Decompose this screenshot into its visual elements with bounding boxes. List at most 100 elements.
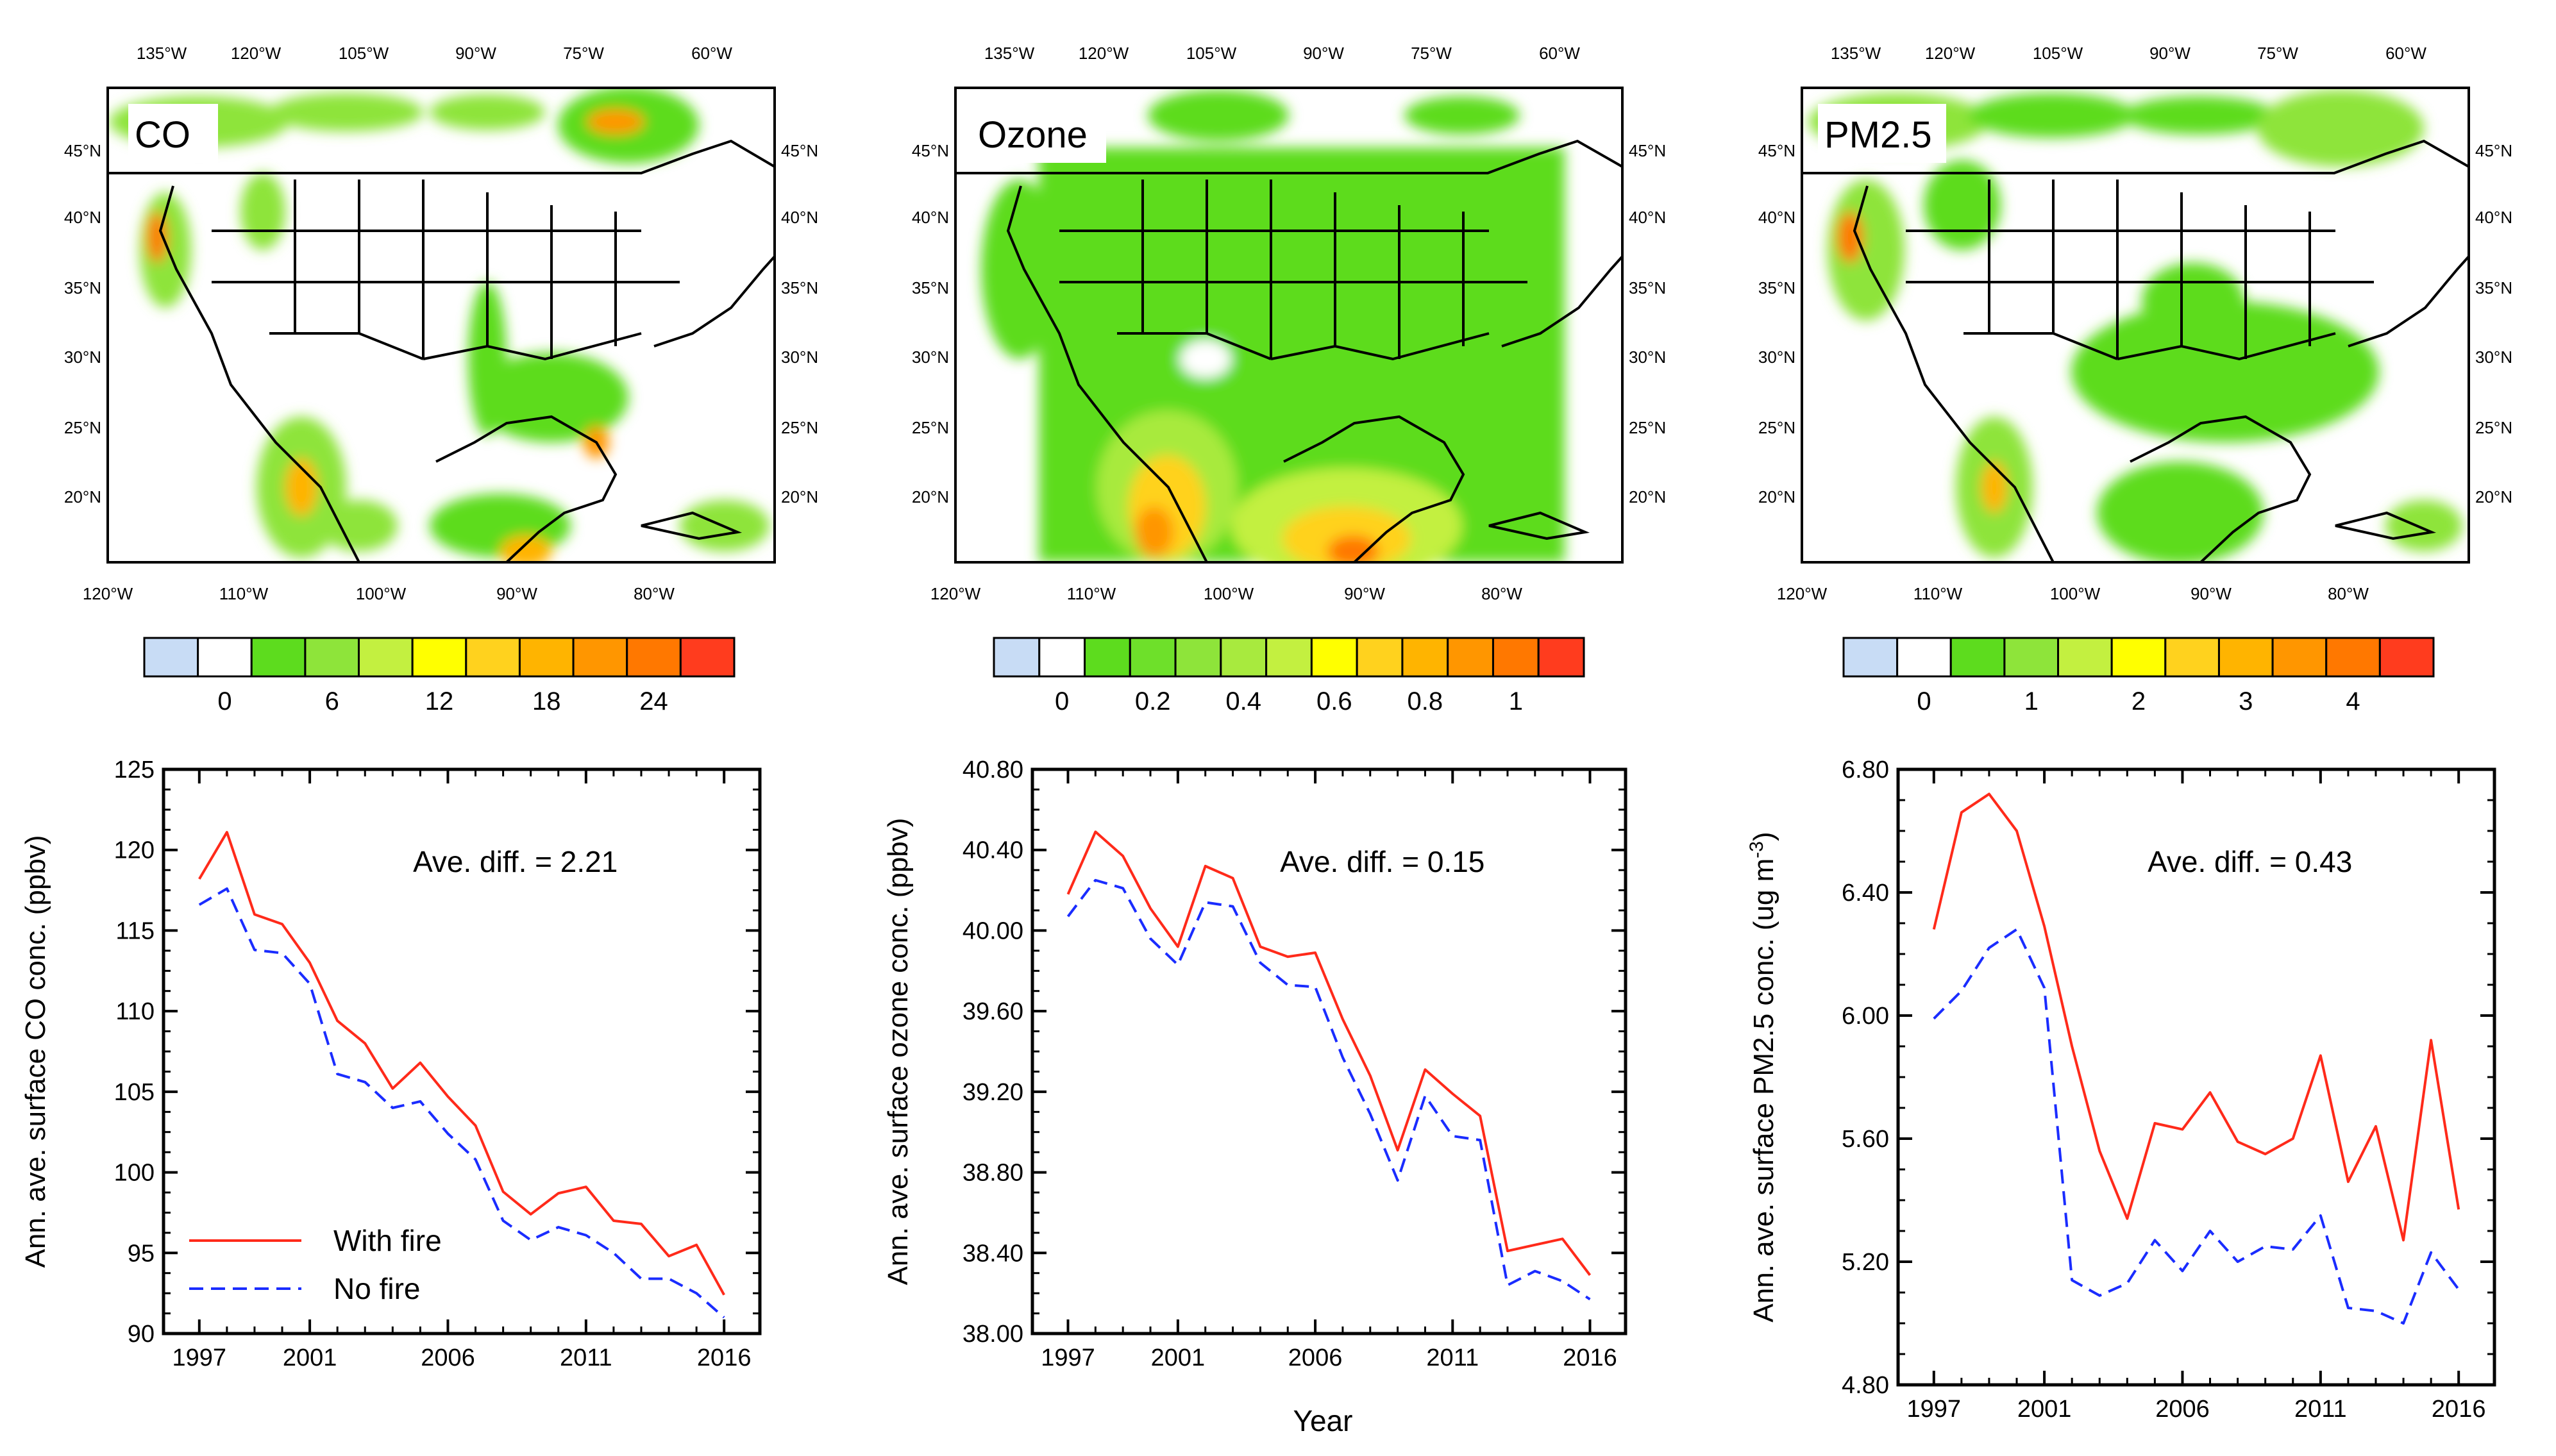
colorbar-swatch [1310, 637, 1358, 678]
map-tick-label: 25°N [64, 418, 101, 437]
map-tick-label: 90°W [496, 584, 537, 603]
map-pm25-lat-ticks: 45°N 40°N 35°N 30°N 25°N 20°N 45°N 40°N … [1758, 141, 2512, 506]
map-tick-label: 20°N [64, 487, 101, 506]
map-tick-label: 30°N [912, 347, 949, 367]
map-ozone-bottom-ticks: 120°W 110°W 100°W 90°W 80°W [930, 584, 1523, 603]
y-tick-label: 40.80 [963, 757, 1023, 783]
y-tick-label: 40.40 [963, 837, 1023, 864]
x-tick-label: 1997 [172, 1344, 227, 1371]
colorbar-tick-label: 0 [1917, 687, 1931, 715]
colorbar-swatch [143, 637, 199, 678]
map-tick-label: 35°N [64, 278, 101, 297]
colorbar-swatch [1265, 637, 1313, 678]
series-line-with-fire [1932, 792, 2460, 1242]
x-tick-label: 2001 [283, 1344, 337, 1371]
colorbar-tick-label: 3 [2239, 687, 2253, 715]
map-tick-label: 35°N [2475, 278, 2512, 297]
map-co-coastlines [108, 139, 775, 562]
map-tick-label: 75°W [2257, 44, 2298, 63]
map-tick-label: 120°W [1925, 44, 1976, 63]
series-line-with-fire [1066, 830, 1592, 1276]
map-tick-label: 40°N [1758, 208, 1795, 227]
x-tick-label: 1997 [1907, 1396, 1962, 1423]
colorbar-tick-label: 6 [325, 687, 339, 715]
map-tick-label: 100°W [356, 584, 407, 603]
map-tick-label: 80°W [1481, 584, 1522, 603]
colorbar-swatch [2003, 637, 2060, 678]
y-tick-label: 6.80 [1842, 757, 1889, 783]
map-tick-label: 25°N [1758, 418, 1795, 437]
map-ozone-field [955, 88, 1622, 562]
map-tick-label: 90°W [1303, 44, 1344, 63]
y-tick-label: 6.40 [1842, 880, 1889, 907]
map-tick-label: 35°N [1629, 278, 1666, 297]
y-tick-label: 38.40 [963, 1240, 1023, 1267]
colorbar-swatch [465, 637, 521, 678]
colorbar-swatch [993, 637, 1041, 678]
y-tick-label: 38.80 [963, 1160, 1023, 1187]
map-tick-label: 120°W [930, 584, 981, 603]
colorbar-swatch [1129, 637, 1177, 678]
map-tick-label: 25°N [2475, 418, 2512, 437]
map-tick-label: 40°N [64, 208, 101, 227]
colorbar-tick-label: 0.4 [1225, 687, 1261, 715]
map-tick-label: 60°W [691, 44, 732, 63]
map-co-bottom-ticks: 120°W 110°W 100°W 90°W 80°W [83, 584, 675, 603]
annotation-ave-diff: Ave. diff. = 0.43 [2148, 845, 2352, 878]
map-tick-label: 20°N [912, 487, 949, 506]
map-tick-label: 105°W [2033, 44, 2083, 63]
colorbar-swatch [2217, 637, 2274, 678]
map-pm25-field [1802, 88, 2469, 562]
colorbar-tick-label: 1 [1509, 687, 1523, 715]
map-tick-label: 45°N [1758, 141, 1795, 160]
map-pm25-frame [1801, 87, 2470, 564]
map-tick-label: 30°N [1629, 347, 1666, 367]
annotation-ave-diff: Ave. diff. = 2.21 [413, 845, 618, 878]
map-co-lat-ticks: 45°N 40°N 35°N 30°N 25°N 20°N 45°N 40°N … [64, 141, 818, 506]
map-tick-label: 80°W [2328, 584, 2369, 603]
colorbar-tick-label: 12 [425, 687, 454, 715]
x-tick-label: 2011 [560, 1344, 612, 1371]
map-tick-label: 110°W [1067, 584, 1116, 603]
map-tick-label: 135°W [1831, 44, 1881, 63]
x-tick-label: 2006 [2155, 1396, 2210, 1423]
x-tick-label: 2016 [2432, 1396, 2486, 1423]
y-axis-label: Ann. ave. surface ozone conc. (ppbv) [882, 818, 914, 1285]
colorbar-swatch [572, 637, 628, 678]
map-tick-label: 45°N [1629, 141, 1666, 160]
map-tick-label: 135°W [984, 44, 1035, 63]
map-tick-label: 35°N [1758, 278, 1795, 297]
map-tick-label: 25°N [912, 418, 949, 437]
map-tick-label: 100°W [2050, 584, 2101, 603]
colorbar-swatch [2110, 637, 2167, 678]
colorbar-tick-label: 18 [532, 687, 561, 715]
map-tick-label: 120°W [1777, 584, 1828, 603]
colorbar-swatch [304, 637, 360, 678]
y-axis-label-superscript: -3 [1746, 841, 1767, 858]
colorbar-tick-label: 0.6 [1316, 687, 1352, 715]
series-line-no-fire [1933, 928, 2460, 1325]
map-tick-label: 120°W [83, 584, 133, 603]
map-pm25-label-box [1818, 104, 1946, 163]
series-line-no-fire [1066, 878, 1591, 1301]
y-tick-label: 39.60 [963, 998, 1023, 1025]
map-tick-label: 25°N [1629, 418, 1666, 437]
map-ozone-label: Ozone [978, 114, 1088, 156]
annotation-ave-diff: Ave. diff. = 0.15 [1280, 845, 1484, 878]
colorbar-tick-label: 0 [1055, 687, 1069, 715]
map-tick-label: 45°N [781, 141, 818, 160]
map-tick-label: 80°W [634, 584, 675, 603]
map-tick-label: 90°W [1344, 584, 1385, 603]
map-tick-label: 90°W [455, 44, 496, 63]
colorbar-swatch [197, 637, 253, 678]
map-ozone-coastlines [955, 139, 1622, 562]
map-ozone-frame [954, 87, 1624, 564]
map-tick-label: 135°W [137, 44, 187, 63]
map-co-top-ticks: 135°W 120°W 105°W 90°W 75°W 60°W [137, 44, 733, 63]
y-tick-label: 39.20 [963, 1079, 1023, 1106]
colorbar-swatch [2378, 637, 2435, 678]
colorbar-co: 0 6 12 18 24 [143, 637, 736, 715]
colorbar-tick-label: 2 [2131, 687, 2146, 715]
colorbar-swatch [1537, 637, 1585, 678]
map-co-field [108, 88, 775, 562]
